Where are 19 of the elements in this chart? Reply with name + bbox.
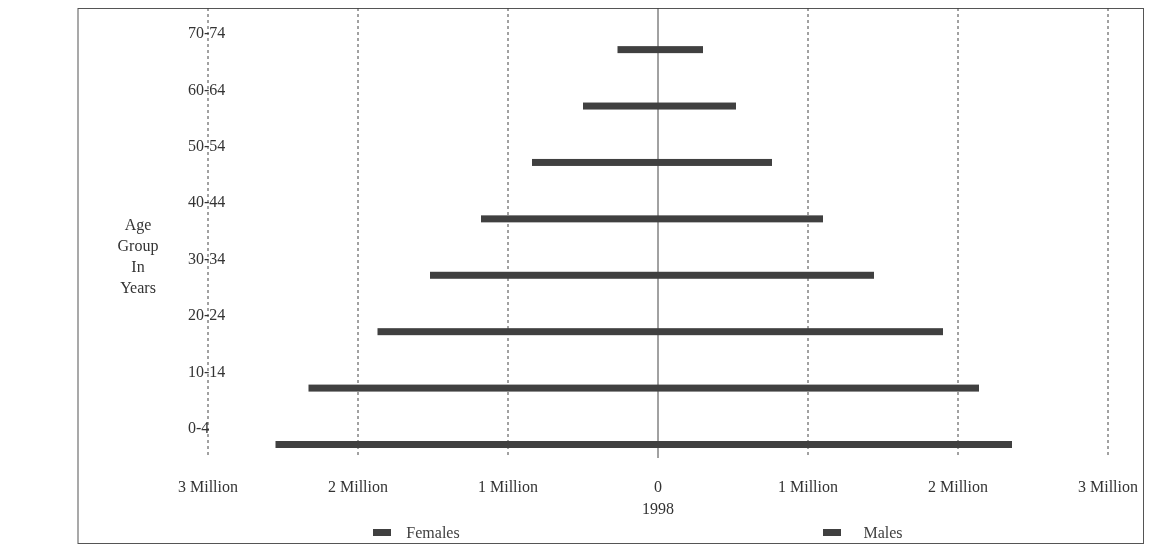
y-tick-label: 10-14 [188, 362, 226, 380]
x-tick-label: 1 Million [477, 478, 539, 495]
x-tick-label: 2 Million [327, 478, 389, 495]
y-tick-label: 20-24 [188, 306, 226, 324]
y-tick-label: 60-64 [188, 80, 226, 98]
y-tick-label: 40-44 [188, 193, 226, 211]
x-tick-label: 3 Million [177, 478, 239, 495]
y-tick-label: 70-74 [188, 24, 226, 42]
x-tick-label: 0 [654, 478, 662, 495]
y-tick-label: 30-34 [188, 249, 226, 267]
x-tick-label: 2 Million [927, 478, 989, 495]
legend-label: Females [406, 524, 460, 541]
y-tick-label: 0-4 [188, 419, 210, 436]
y-tick-label: 50-54 [188, 136, 226, 154]
x-tick-label: 3 Million [1077, 478, 1139, 495]
x-tick-label: 1 Million [777, 478, 839, 495]
legend-label: Males [863, 524, 903, 541]
x-axis-title: 1998 [642, 500, 674, 517]
y-axis-title: Age Group In Years [117, 216, 159, 296]
